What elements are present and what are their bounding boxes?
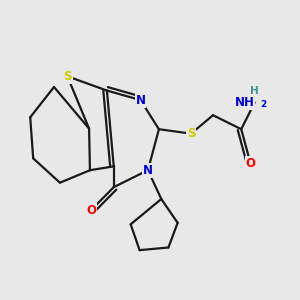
Text: O: O <box>245 157 256 170</box>
Text: S: S <box>63 70 72 83</box>
Text: N: N <box>136 94 146 106</box>
Text: S: S <box>187 127 195 140</box>
Text: H: H <box>250 85 259 96</box>
Text: O: O <box>86 203 96 217</box>
Text: NH: NH <box>235 96 255 109</box>
Text: 2: 2 <box>260 100 266 109</box>
Text: N: N <box>143 164 153 177</box>
